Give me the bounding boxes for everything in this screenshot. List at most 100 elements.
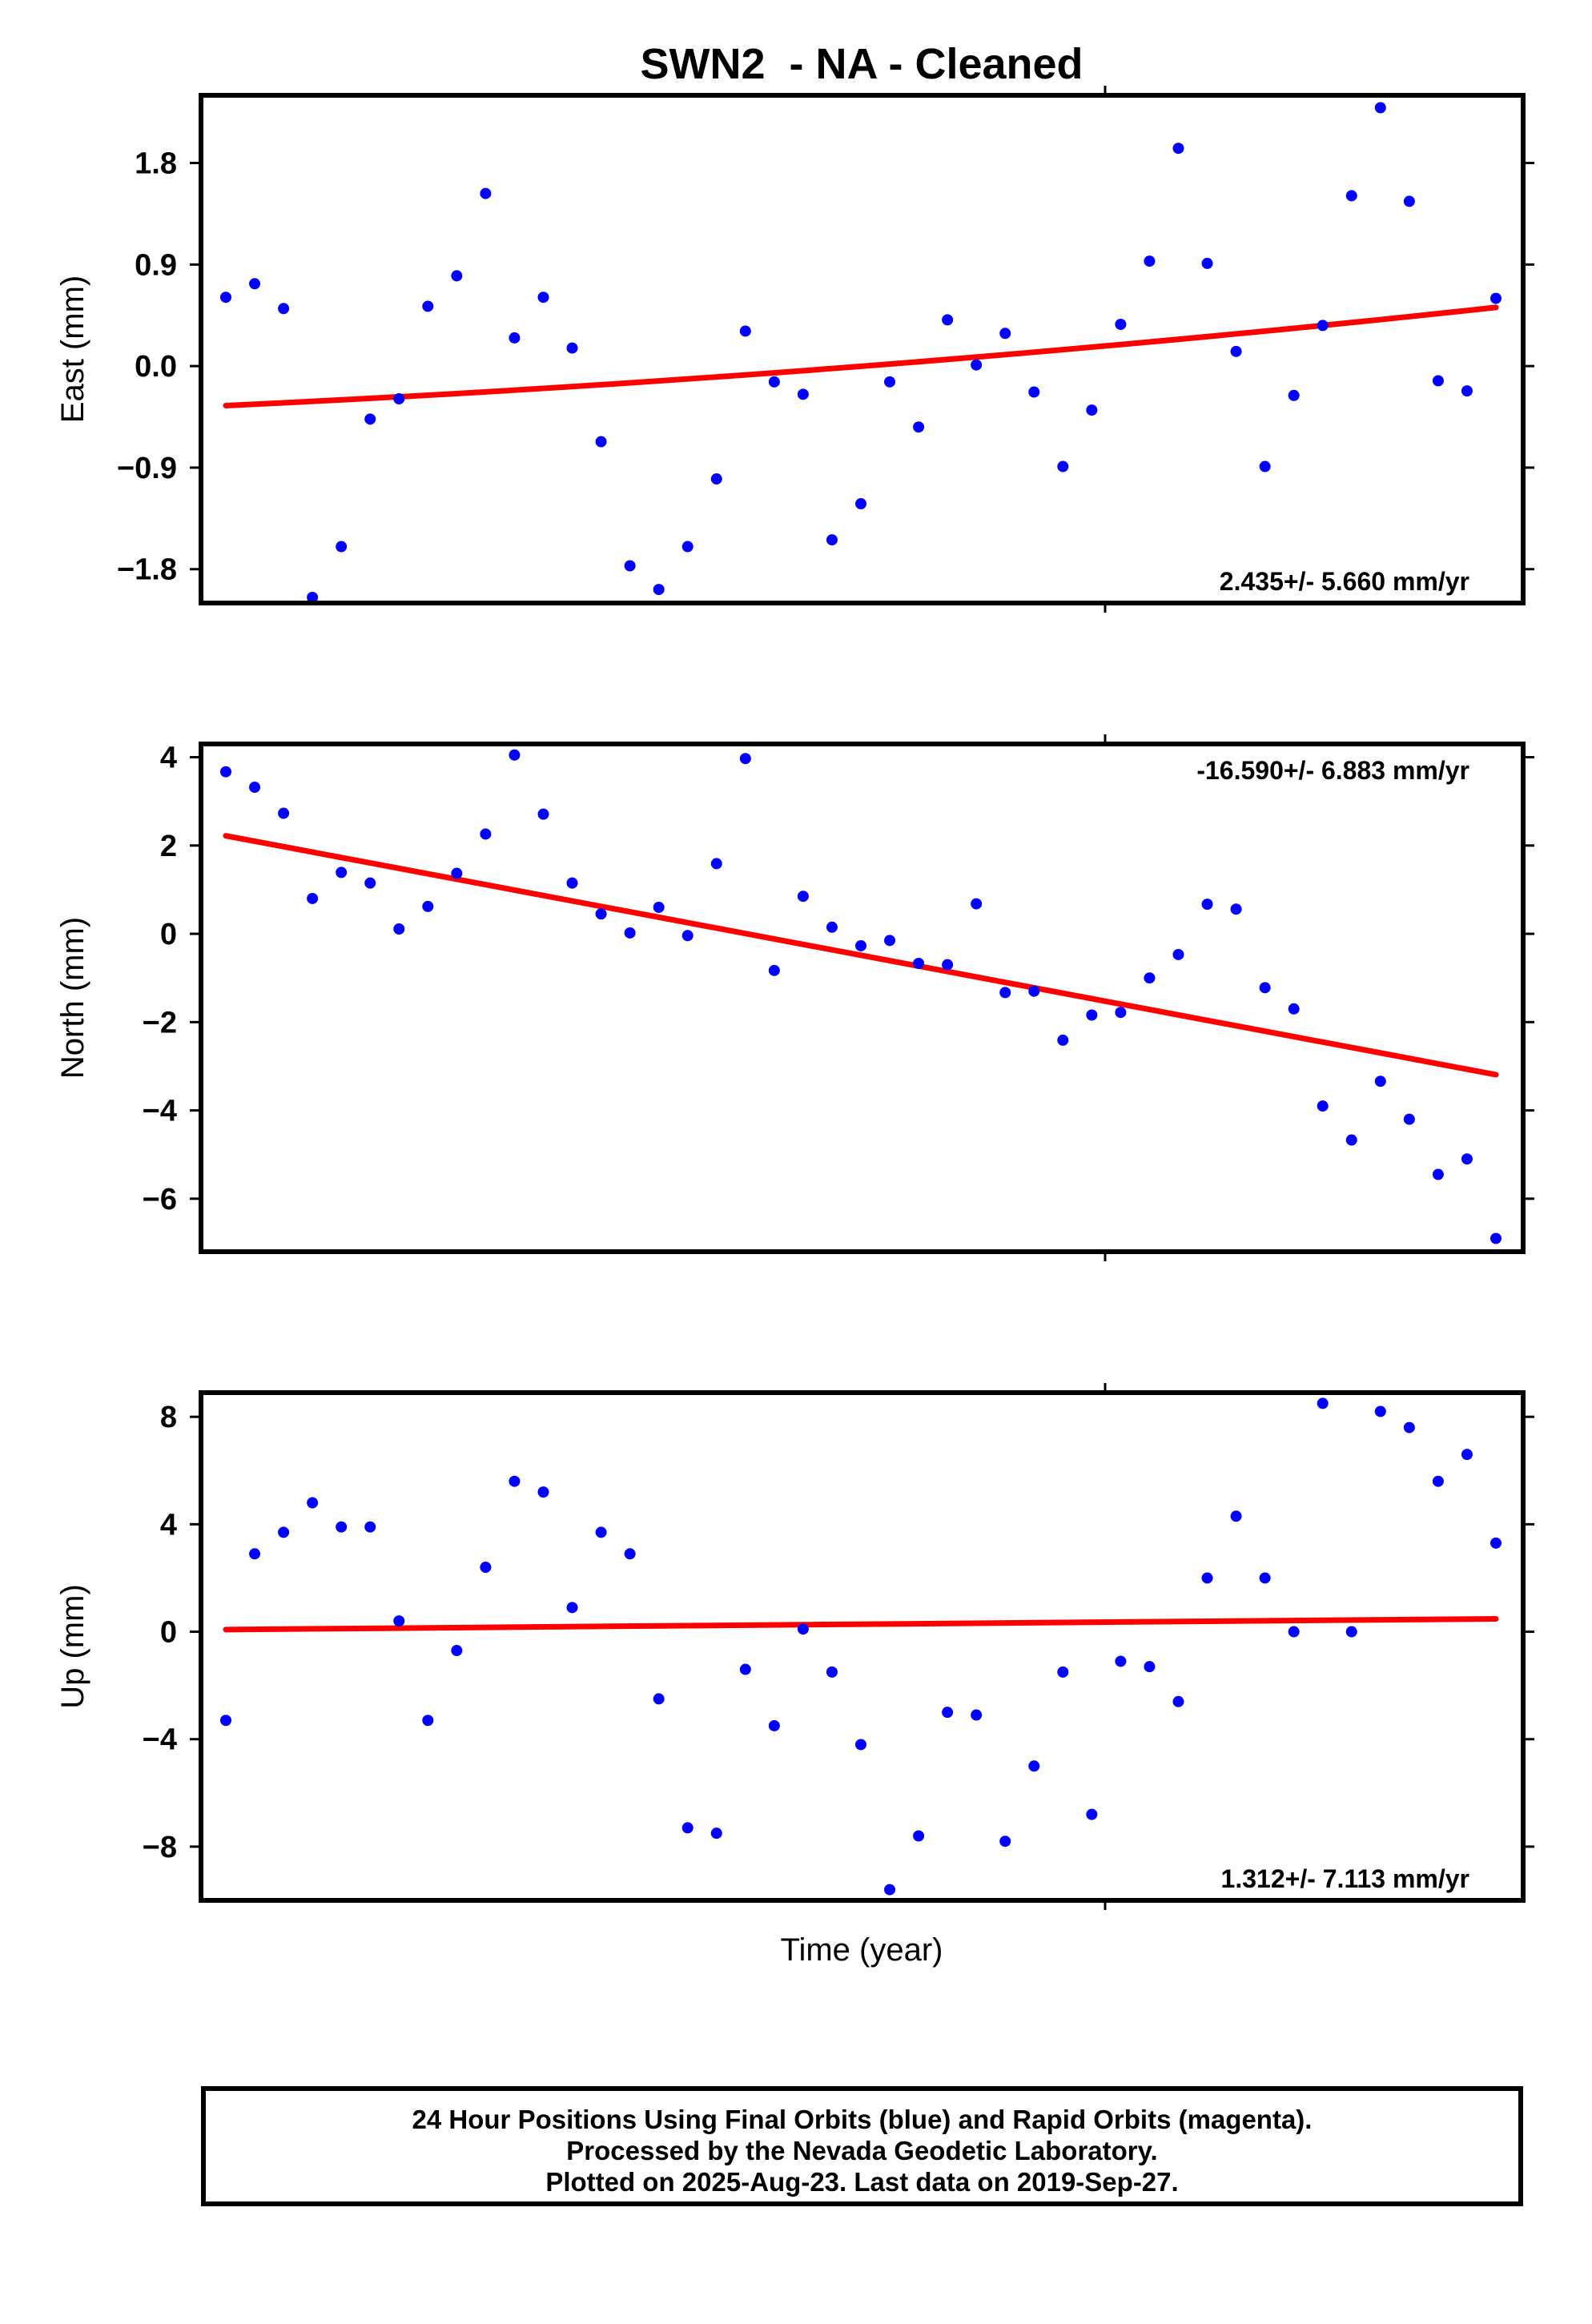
east-trend-line [223, 304, 1499, 408]
north-data-point [1230, 903, 1242, 915]
north-data-point [537, 808, 549, 820]
east-data-point [942, 314, 954, 326]
chart-title: SWN2 - NA - Cleaned [640, 40, 1083, 88]
east-data-point [1230, 345, 1242, 357]
east-data-point [566, 342, 578, 354]
up-data-point [1115, 1655, 1127, 1667]
east-data-point [653, 584, 665, 596]
north-data-point [681, 930, 693, 942]
north-data-point [1432, 1168, 1444, 1180]
up-data-point [1259, 1572, 1271, 1584]
east-data-point [336, 541, 348, 553]
north-data-point [1057, 1034, 1069, 1046]
east-data-point [220, 292, 231, 304]
up-data-point [681, 1822, 693, 1834]
up-data-point [1432, 1475, 1444, 1487]
up-panel: 8 4 0 −4 −8 Up (mm) 1.312+/- 7.113 mm/yr [55, 1383, 1534, 1910]
east-ytick-label: −1.8 [117, 553, 177, 587]
north-data-point [566, 877, 578, 889]
north-data-point [1028, 985, 1040, 997]
up-data-point [855, 1739, 866, 1751]
up-data-point [1144, 1661, 1156, 1673]
east-data-point [971, 359, 983, 371]
east-data-point [1317, 320, 1329, 332]
north-ylabel: North (mm) [55, 917, 90, 1079]
up-data-point [566, 1602, 578, 1614]
north-data-point [1086, 1009, 1098, 1021]
footer-line-3: Plotted on 2025-Aug-23. Last data on 201… [545, 2167, 1179, 2197]
north-data-point [1374, 1076, 1386, 1088]
north-data-point [1288, 1003, 1300, 1015]
footer-line-1: 24 Hour Positions Using Final Orbits (bl… [412, 2105, 1313, 2134]
up-data-point [826, 1666, 838, 1678]
up-data-point [739, 1663, 751, 1675]
up-data-point [393, 1615, 405, 1627]
up-ylabel: Up (mm) [55, 1584, 90, 1709]
east-ytick-label: 0.9 [135, 248, 177, 282]
north-data-point [1403, 1113, 1415, 1125]
east-data-point [1432, 375, 1444, 387]
up-data-point [278, 1526, 290, 1538]
north-data-point [364, 877, 376, 889]
north-data-point [855, 939, 866, 951]
up-data-point [797, 1623, 809, 1635]
up-data-point [1345, 1626, 1357, 1638]
footer-line-2: Processed by the Nevada Geodetic Laborat… [566, 2136, 1158, 2165]
up-data-point [1230, 1510, 1242, 1522]
up-data-point [595, 1526, 607, 1538]
east-data-point [681, 541, 693, 553]
up-data-point [537, 1486, 549, 1498]
east-data-point [1144, 255, 1156, 267]
north-ytick-label: −6 [143, 1183, 177, 1216]
north-data-point [1201, 899, 1213, 911]
up-data-point [942, 1707, 954, 1719]
north-data-point [220, 766, 231, 778]
up-ytick-label: −4 [143, 1723, 177, 1757]
north-data-point [826, 921, 838, 933]
north-data-point [710, 858, 722, 870]
east-data-point [1259, 460, 1271, 472]
north-ytick-label: −4 [143, 1095, 177, 1128]
east-ytick-label: 1.8 [135, 147, 177, 181]
east-ylabel: East (mm) [55, 275, 90, 423]
x-axis-label: Time (year) [781, 1932, 943, 1968]
north-data-point [1259, 982, 1271, 994]
east-data-point [1374, 102, 1386, 114]
north-data-point [336, 866, 348, 879]
north-data-point [797, 891, 809, 903]
east-data-point [595, 436, 607, 448]
up-ytick-label: 0 [160, 1616, 177, 1650]
east-data-point [1201, 257, 1213, 269]
up-data-point [480, 1562, 492, 1574]
east-data-point [1115, 319, 1127, 331]
east-data-point [999, 328, 1011, 340]
east-data-point [422, 300, 434, 312]
north-ytick-label: −2 [143, 1006, 177, 1039]
north-data-point [249, 782, 261, 794]
east-panel: 1.8 0.9 0.0 −0.9 −1.8 East (mm) 2.435+/- 5.660… [55, 86, 1534, 613]
east-data-point [1490, 292, 1502, 304]
east-data-point [1403, 195, 1415, 207]
north-data-point [999, 987, 1011, 999]
east-rate-label: 2.435+/- 5.660 mm/yr [1220, 567, 1469, 596]
north-data-point [971, 898, 983, 910]
north-data-point [1115, 1007, 1127, 1019]
up-data-point [1403, 1421, 1415, 1433]
up-data-point [1288, 1626, 1300, 1638]
north-trend-line [223, 833, 1499, 1078]
east-data-point [855, 498, 866, 510]
east-data-point [480, 187, 492, 199]
north-data-point [595, 908, 607, 920]
east-data-point [1057, 460, 1069, 472]
north-data-point [884, 935, 896, 947]
east-data-point [393, 392, 405, 404]
east-data-point [913, 421, 925, 433]
up-data-point [1461, 1449, 1473, 1461]
up-data-point [364, 1521, 376, 1533]
north-data-point [1172, 948, 1184, 960]
up-data-point [768, 1719, 780, 1731]
north-data-point [393, 923, 405, 935]
east-data-point [451, 270, 463, 282]
east-data-point [826, 534, 838, 546]
